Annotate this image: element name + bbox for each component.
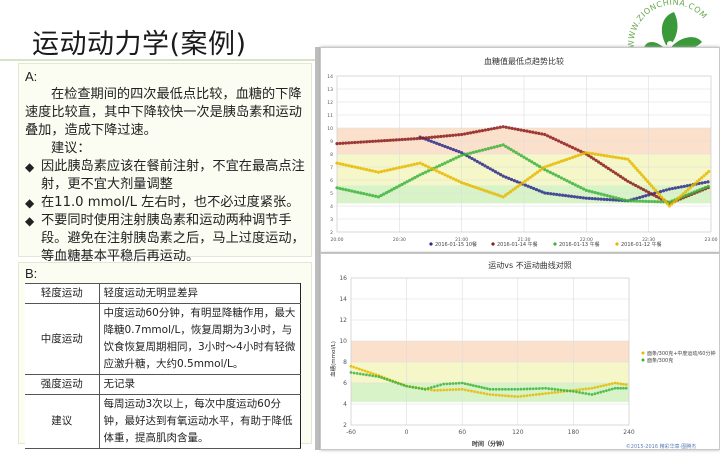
section-a-panel: A: 在检查期间的四次最低点比较，血糖的下降速度比较直，其中下降较快一次是胰岛素… bbox=[18, 63, 312, 264]
svg-text:12: 12 bbox=[339, 317, 347, 324]
svg-text:4: 4 bbox=[343, 401, 347, 408]
svg-text:10: 10 bbox=[339, 338, 347, 345]
trend-chart-canvas: 血糖值最低点趋势比较 2 3 4 5 6 7 8 9 10 11 12 13 14 20:00 20:30 21… bbox=[327, 56, 718, 248]
svg-text:2: 2 bbox=[343, 422, 347, 429]
svg-text:6: 6 bbox=[330, 178, 333, 184]
svg-text:22:30: 22:30 bbox=[642, 237, 655, 243]
svg-text:8: 8 bbox=[330, 152, 333, 158]
svg-text:2: 2 bbox=[330, 230, 333, 236]
svg-text:时间（分钟）: 时间（分钟） bbox=[472, 440, 508, 448]
table-row: 轻度运动 轻度运动无明显差异 bbox=[25, 283, 301, 304]
svg-text:面条/300克+中度运动/60分钟: 面条/300克+中度运动/60分钟 bbox=[647, 350, 715, 357]
svg-text:21:30: 21:30 bbox=[518, 237, 531, 243]
bullet-item: ◆ 因此胰岛素应该在餐前注射，不宜在最高点注射，更不宜大剂量调整 bbox=[25, 159, 305, 192]
table-row: 中度运动 中度运动60分钟，有明显降糖作用，最大降糖0.7mmol/L，恢复周期… bbox=[25, 303, 301, 375]
svg-text:20:30: 20:30 bbox=[393, 237, 406, 243]
exercise-table: 轻度运动 轻度运动无明显差异 中度运动 中度运动60分钟，有明显降糖作用，最大降… bbox=[25, 283, 301, 449]
svg-text:©2015-2016 精彩华章·图腾杰: ©2015-2016 精彩华章·图腾杰 bbox=[626, 443, 696, 450]
section-b-label: B: bbox=[25, 266, 38, 281]
svg-text:60: 60 bbox=[458, 429, 466, 436]
svg-text:6: 6 bbox=[343, 380, 347, 387]
svg-text:4: 4 bbox=[330, 204, 333, 210]
bullet-item: ◆ 不要同时使用注射胰岛素和运动两种调节手段。避免在注射胰岛素之后，马上过度运动… bbox=[25, 213, 305, 264]
zionchina-logo-icon: WWW.ZIONCHINA.COM bbox=[627, 0, 708, 53]
svg-text:-60: -60 bbox=[346, 429, 356, 436]
svg-text:3: 3 bbox=[330, 217, 333, 223]
advice-label: 建议： bbox=[51, 141, 91, 156]
svg-text:14: 14 bbox=[327, 74, 333, 80]
diamond-bullet-icon: ◆ bbox=[25, 214, 35, 228]
svg-text:120: 120 bbox=[512, 429, 524, 436]
svg-text:180: 180 bbox=[568, 429, 580, 436]
svg-text:血糖值最低点趋势比较: 血糖值最低点趋势比较 bbox=[484, 56, 564, 66]
page-title: 运动动力学(案例) bbox=[32, 29, 247, 60]
svg-text:21:00: 21:00 bbox=[455, 237, 468, 243]
exercise-chart-canvas: 运动vs 不运动曲线对照 2 4 6 8 10 12 14 16 -60 0 60 120 180 240 时… bbox=[329, 260, 715, 450]
section-b-panel: B: 轻度运动 轻度运动无明显差异 中度运动 中度运动60分钟，有明显降糖作用，… bbox=[18, 262, 312, 449]
svg-text:0: 0 bbox=[405, 429, 409, 436]
svg-text:2016-01-15 10餐: 2016-01-15 10餐 bbox=[435, 241, 477, 248]
section-a-label: A: bbox=[25, 69, 38, 84]
chart-divider bbox=[315, 47, 320, 450]
bullet-item: ◆ 在11.0 mmol/L 左右时，也不必过度紧张。 bbox=[25, 195, 300, 210]
table-row: 建议 每周运动3次以上，每次中度运动60分钟，最好达到有氧运动水平，有助于降低体… bbox=[25, 394, 301, 449]
svg-text:22:00: 22:00 bbox=[580, 237, 593, 243]
svg-text:13: 13 bbox=[327, 87, 333, 93]
svg-text:20:00: 20:00 bbox=[331, 237, 344, 243]
svg-text:血糖(mmol/L): 血糖(mmol/L) bbox=[329, 341, 337, 377]
diamond-bullet-icon: ◆ bbox=[25, 196, 35, 210]
svg-text:23:00: 23:00 bbox=[705, 237, 718, 243]
title-divider bbox=[0, 59, 330, 61]
svg-text:9: 9 bbox=[330, 139, 333, 145]
svg-text:14: 14 bbox=[339, 296, 347, 303]
svg-text:2016-01-13 午餐: 2016-01-13 午餐 bbox=[559, 241, 600, 248]
svg-text:2016-01-12 午餐: 2016-01-12 午餐 bbox=[621, 241, 662, 248]
svg-text:8: 8 bbox=[343, 359, 347, 366]
trend-chart: 血糖值最低点趋势比较 2 3 4 5 6 7 8 9 10 11 12 13 14 20:00 20:30 21… bbox=[320, 47, 720, 253]
svg-text:7: 7 bbox=[330, 165, 333, 171]
svg-text:5: 5 bbox=[330, 191, 333, 197]
svg-text:运动vs 不运动曲线对照: 运动vs 不运动曲线对照 bbox=[488, 260, 571, 270]
svg-text:11: 11 bbox=[327, 113, 333, 119]
table-row: 强度运动 无记录 bbox=[25, 374, 301, 395]
diamond-bullet-icon: ◆ bbox=[25, 160, 35, 174]
section-a-paragraph: 在检查期间的四次最低点比较，血糖的下降速度比较直，其中下降较快一次是胰岛素和运动… bbox=[25, 87, 302, 138]
exercise-chart: 运动vs 不运动曲线对照 2 4 6 8 10 12 14 16 -60 0 60 120 180 240 时… bbox=[320, 253, 720, 450]
svg-text:10: 10 bbox=[327, 126, 333, 132]
svg-text:16: 16 bbox=[339, 275, 347, 282]
svg-text:240: 240 bbox=[623, 429, 635, 436]
svg-text:12: 12 bbox=[327, 100, 333, 106]
svg-text:2016-01-14 午餐: 2016-01-14 午餐 bbox=[497, 241, 538, 248]
svg-text:面条/300克: 面条/300克 bbox=[647, 357, 673, 364]
